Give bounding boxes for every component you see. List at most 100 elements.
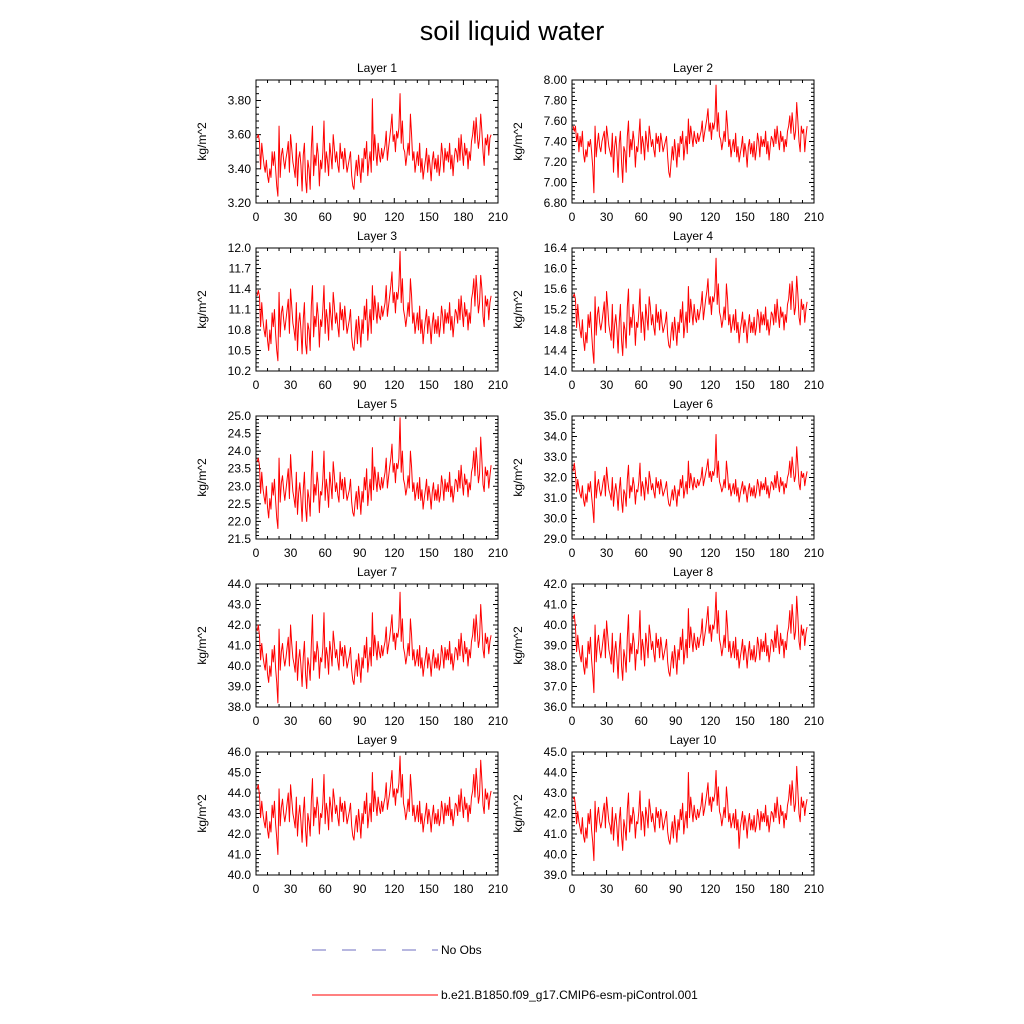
x-tick-label: 0 bbox=[569, 546, 576, 560]
y-tick-label: 24.0 bbox=[228, 444, 252, 458]
x-tick-label: 90 bbox=[669, 210, 683, 224]
y-tick-label: 45.0 bbox=[228, 766, 252, 780]
y-tick-label: 39.0 bbox=[228, 680, 252, 694]
y-tick-label: 35.0 bbox=[544, 409, 568, 423]
series-line bbox=[256, 591, 492, 704]
x-tick-label: 0 bbox=[253, 714, 260, 728]
series-line bbox=[572, 433, 808, 524]
y-tick-label: 37.0 bbox=[544, 680, 568, 694]
x-tick-label: 150 bbox=[419, 210, 439, 224]
x-tick-label: 210 bbox=[488, 210, 508, 224]
y-tick-label: 42.0 bbox=[228, 827, 252, 841]
y-tick-label: 3.20 bbox=[228, 196, 252, 210]
series-line bbox=[572, 591, 808, 694]
x-tick-label: 30 bbox=[600, 546, 614, 560]
y-tick-label: 38.0 bbox=[228, 700, 252, 714]
y-axis-label: kg/m^2 bbox=[511, 458, 525, 497]
y-tick-label: 41.0 bbox=[228, 848, 252, 862]
y-tick-label: 40.0 bbox=[228, 659, 252, 673]
y-tick-label: 8.00 bbox=[544, 73, 568, 87]
y-tick-label: 16.0 bbox=[544, 262, 568, 276]
x-tick-label: 0 bbox=[569, 210, 576, 224]
x-tick-label: 120 bbox=[384, 210, 404, 224]
y-tick-label: 44.0 bbox=[228, 577, 252, 591]
panel-title: Layer 7 bbox=[357, 565, 397, 579]
y-tick-label: 14.0 bbox=[544, 364, 568, 378]
x-tick-label: 120 bbox=[700, 378, 720, 392]
panel-grid: Layer 10 30 60 90 120 150 180 2103.203.403.603.… bbox=[195, 61, 824, 896]
y-tick-label: 22.5 bbox=[228, 497, 252, 511]
x-tick-label: 90 bbox=[669, 378, 683, 392]
x-tick-label: 120 bbox=[384, 714, 404, 728]
x-tick-label: 180 bbox=[453, 378, 473, 392]
series-line bbox=[572, 84, 808, 194]
x-tick-label: 150 bbox=[735, 714, 755, 728]
y-axis-label: kg/m^2 bbox=[511, 626, 525, 665]
x-tick-label: 180 bbox=[453, 882, 473, 896]
y-axis-label: kg/m^2 bbox=[195, 290, 209, 329]
y-tick-label: 40.0 bbox=[544, 848, 568, 862]
y-tick-label: 34.0 bbox=[544, 430, 568, 444]
y-tick-label: 11.1 bbox=[229, 303, 252, 317]
x-tick-label: 30 bbox=[284, 378, 298, 392]
x-tick-label: 120 bbox=[384, 378, 404, 392]
chart-panel: Layer 10 0 30 60 90 120 150 180 210 39.0 40.0 41.0 4… bbox=[511, 733, 824, 896]
y-tick-label: 41.0 bbox=[544, 598, 568, 612]
x-tick-label: 210 bbox=[804, 882, 824, 896]
x-tick-label: 150 bbox=[419, 378, 439, 392]
x-tick-label: 30 bbox=[600, 714, 614, 728]
x-tick-label: 210 bbox=[804, 210, 824, 224]
y-tick-label: 44.0 bbox=[228, 786, 252, 800]
y-tick-label: 42.0 bbox=[544, 807, 568, 821]
x-tick-label: 180 bbox=[769, 714, 789, 728]
x-tick-label: 60 bbox=[634, 546, 648, 560]
x-tick-label: 0 bbox=[569, 714, 576, 728]
y-tick-label: 32.0 bbox=[544, 471, 568, 485]
x-tick-label: 150 bbox=[735, 210, 755, 224]
x-tick-label: 180 bbox=[769, 378, 789, 392]
x-tick-label: 30 bbox=[600, 882, 614, 896]
x-tick-label: 0 bbox=[569, 378, 576, 392]
y-tick-label: 43.0 bbox=[228, 807, 252, 821]
x-tick-label: 210 bbox=[804, 546, 824, 560]
y-tick-label: 43.0 bbox=[544, 786, 568, 800]
series-line bbox=[256, 417, 492, 529]
x-tick-label: 60 bbox=[634, 714, 648, 728]
y-tick-label: 10.8 bbox=[228, 323, 252, 337]
plot-frame bbox=[255, 415, 499, 540]
y-tick-label: 43.0 bbox=[228, 598, 252, 612]
y-tick-label: 14.4 bbox=[544, 344, 568, 358]
y-tick-label: 12.0 bbox=[228, 241, 252, 255]
series-line bbox=[256, 250, 492, 362]
panel-title: Layer 4 bbox=[673, 229, 713, 243]
panel-title: Layer 1 bbox=[357, 61, 397, 75]
y-tick-label: 40.0 bbox=[228, 868, 252, 882]
y-tick-label: 7.60 bbox=[544, 114, 568, 128]
panel-title: Layer 9 bbox=[357, 733, 397, 747]
y-tick-label: 3.60 bbox=[228, 128, 252, 142]
chart-panel: Layer 8 0 30 60 90 120 150 180 210 36.0 37.0 38.0 39… bbox=[511, 565, 824, 728]
y-tick-label: 23.5 bbox=[228, 462, 252, 476]
x-tick-label: 120 bbox=[384, 546, 404, 560]
x-tick-label: 150 bbox=[419, 714, 439, 728]
x-tick-label: 90 bbox=[669, 546, 683, 560]
x-tick-label: 210 bbox=[804, 714, 824, 728]
y-tick-label: 16.4 bbox=[544, 241, 568, 255]
x-tick-label: 0 bbox=[253, 378, 260, 392]
x-tick-label: 60 bbox=[318, 210, 332, 224]
y-tick-label: 11.7 bbox=[229, 262, 252, 276]
chart-panel: Layer 5 0 30 60 90 120 150 180 210 21.5 22.0 22.5 23… bbox=[195, 397, 508, 560]
x-tick-label: 90 bbox=[353, 210, 367, 224]
series-line bbox=[256, 755, 492, 855]
x-tick-label: 90 bbox=[669, 714, 683, 728]
legend-obs-label: No Obs bbox=[441, 943, 482, 957]
y-tick-label: 3.40 bbox=[228, 162, 252, 176]
y-tick-label: 42.0 bbox=[544, 577, 568, 591]
panel-title: Layer 5 bbox=[357, 397, 397, 411]
x-tick-label: 90 bbox=[353, 714, 367, 728]
y-axis-label: kg/m^2 bbox=[511, 794, 525, 833]
chart-panel: Layer 9 0 30 60 90 120 150 180 210 40.0 41.0 42.0 43… bbox=[195, 733, 508, 896]
y-tick-label: 31.0 bbox=[544, 491, 568, 505]
y-axis-label: kg/m^2 bbox=[195, 458, 209, 497]
